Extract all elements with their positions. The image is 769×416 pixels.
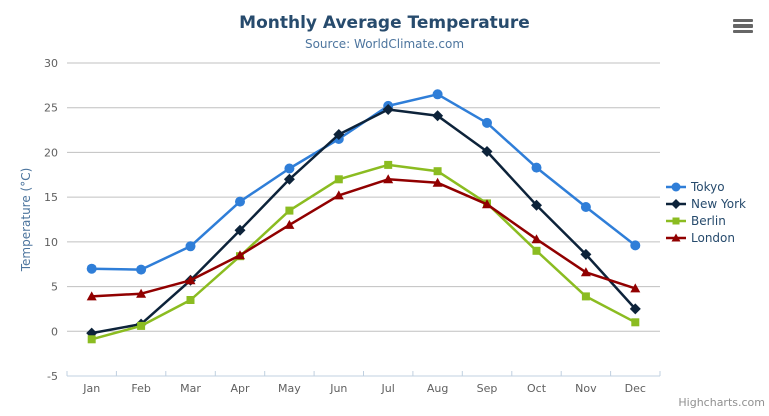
x-tick-label: Sep — [477, 382, 498, 395]
y-tick-label: -5 — [47, 370, 58, 383]
series-line-london — [90, 178, 637, 298]
point-london-feb[interactable] — [136, 288, 147, 298]
legend-item-new-york[interactable]: New York — [666, 195, 746, 212]
point-london-may[interactable] — [284, 219, 295, 229]
point-berlin-jun[interactable] — [334, 175, 343, 184]
series-london — [86, 174, 641, 301]
x-tick-label: Mar — [180, 382, 201, 395]
square-marker-icon — [666, 217, 686, 224]
legend-label: New York — [691, 196, 746, 211]
point-new-york-jun[interactable] — [333, 129, 345, 140]
point-london-nov[interactable] — [580, 267, 591, 277]
y-tick-label: 0 — [51, 325, 58, 338]
point-new-york-nov[interactable] — [580, 248, 592, 260]
point-berlin-may[interactable] — [285, 206, 294, 215]
series-new-york — [86, 104, 641, 339]
point-berlin-nov[interactable] — [581, 292, 590, 301]
x-tick-label: May — [278, 382, 301, 395]
y-tick-label: 30 — [44, 57, 58, 70]
series-line-tokyo — [90, 93, 637, 271]
x-tick-label: Aug — [427, 382, 448, 395]
point-tokyo-oct[interactable] — [531, 162, 542, 173]
point-berlin-feb[interactable] — [137, 321, 146, 330]
point-tokyo-may[interactable] — [284, 163, 295, 174]
chart-title: Monthly Average Temperature — [239, 13, 530, 33]
x-tick-label: Jun — [329, 382, 347, 395]
point-berlin-dec[interactable] — [631, 318, 640, 327]
export-menu-button[interactable] — [731, 17, 755, 35]
x-tick-label: Dec — [625, 382, 646, 395]
legend-item-london[interactable]: London — [666, 229, 746, 246]
point-berlin-jan[interactable] — [87, 335, 96, 344]
point-london-aug[interactable] — [432, 177, 443, 187]
point-new-york-sep[interactable] — [481, 146, 493, 157]
point-tokyo-sep[interactable] — [482, 117, 492, 128]
point-london-sep[interactable] — [482, 199, 492, 209]
x-tick-label: Oct — [527, 382, 547, 395]
point-london-apr[interactable] — [235, 250, 245, 260]
y-tick-label: 25 — [44, 102, 58, 115]
point-tokyo-feb[interactable] — [136, 264, 147, 275]
point-new-york-aug[interactable] — [432, 110, 444, 122]
point-new-york-may[interactable] — [283, 173, 295, 185]
x-tick-label: Feb — [131, 382, 150, 395]
point-london-jan[interactable] — [86, 291, 97, 301]
x-tick-label: Jan — [82, 382, 100, 395]
point-tokyo-nov[interactable] — [580, 202, 591, 212]
x-tick-label: Jul — [381, 382, 395, 395]
point-tokyo-aug[interactable] — [432, 89, 443, 100]
y-axis-title: Temperature (°C) — [19, 168, 33, 273]
legend-item-tokyo[interactable]: Tokyo — [666, 178, 746, 195]
point-tokyo-mar[interactable] — [185, 241, 196, 252]
hamburger-icon — [733, 24, 753, 28]
point-tokyo-dec[interactable] — [630, 240, 641, 251]
triangle-marker-icon — [666, 233, 686, 241]
circle-marker-icon — [666, 182, 686, 191]
point-tokyo-apr[interactable] — [235, 196, 245, 207]
hamburger-icon — [733, 29, 753, 34]
y-tick-label: 5 — [51, 281, 58, 294]
point-berlin-jul[interactable] — [384, 160, 393, 169]
y-tick-label: 20 — [44, 146, 58, 159]
legend-label: London — [691, 230, 735, 245]
point-new-york-dec[interactable] — [629, 303, 641, 315]
point-london-dec[interactable] — [630, 283, 641, 293]
point-berlin-aug[interactable] — [433, 167, 442, 176]
series-line-berlin — [90, 163, 637, 341]
x-tick-label: Nov — [575, 382, 597, 395]
series-tokyo — [86, 89, 641, 275]
point-london-jul[interactable] — [383, 174, 394, 184]
legend-label: Tokyo — [691, 179, 725, 194]
legend: Tokyo New York Berlin London — [666, 178, 746, 246]
point-new-york-jul[interactable] — [382, 104, 394, 115]
legend-item-berlin[interactable]: Berlin — [666, 212, 746, 229]
point-tokyo-jan[interactable] — [86, 263, 97, 274]
point-berlin-mar[interactable] — [186, 296, 195, 304]
legend-label: Berlin — [691, 213, 726, 228]
series-line-new-york — [90, 108, 637, 335]
point-berlin-oct[interactable] — [532, 246, 541, 255]
point-london-jun[interactable] — [333, 190, 344, 200]
point-london-oct[interactable] — [531, 234, 542, 244]
credits-link[interactable]: Highcharts.com — [678, 396, 765, 409]
y-tick-label: 10 — [44, 236, 58, 249]
diamond-marker-icon — [666, 198, 686, 209]
chart-subtitle: Source: WorldClimate.com — [304, 37, 465, 51]
point-london-mar[interactable] — [185, 275, 196, 285]
hamburger-icon — [733, 18, 753, 23]
point-new-york-apr[interactable] — [234, 224, 246, 236]
y-tick-label: 15 — [44, 191, 58, 204]
point-new-york-oct[interactable] — [531, 199, 542, 211]
x-tick-label: Apr — [230, 382, 250, 395]
